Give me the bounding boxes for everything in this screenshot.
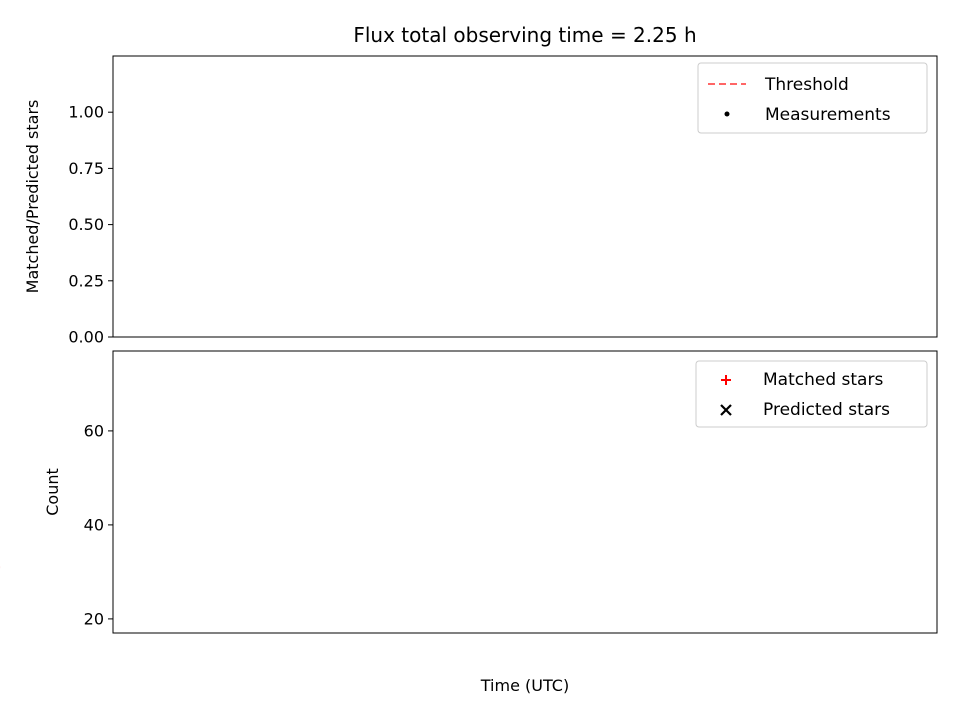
y-tick-label: 20 (84, 609, 104, 628)
marker-stroke (720, 404, 732, 416)
top-legend: Threshold Measurements (697, 62, 928, 134)
y-tick-label: 0.25 (68, 271, 104, 290)
top-y-axis-ticks: 0.00 0.25 0.50 0.75 1.00 (68, 103, 113, 347)
top-legend-box (697, 62, 928, 134)
legend-matched-swatch (721, 375, 731, 385)
legend-threshold-label: Threshold (764, 75, 849, 95)
legend-measurements-label: Measurements (765, 105, 891, 125)
bottom-y-axis-ticks: 20 40 60 (84, 421, 113, 628)
bottom-legend: Matched stars Predicted stars (695, 360, 928, 428)
legend-x-marker (720, 404, 732, 416)
y-tick-label: 40 (84, 515, 104, 534)
top-axes-frame (112, 55, 938, 338)
legend-matched-label: Matched stars (763, 370, 883, 390)
legend-predicted-label: Predicted stars (763, 400, 890, 420)
bottom-y-axis-label: Count (43, 468, 62, 516)
y-tick-label: 1.00 (68, 103, 104, 122)
y-tick-label: 60 (84, 421, 104, 440)
legend-plus-marker (721, 375, 731, 385)
figure-title: Flux total observing time = 2.25 h (353, 23, 696, 47)
y-tick-label: 0.00 (68, 328, 104, 347)
top-panel: 0.00 0.25 0.50 0.75 1.00 Matched/Predicted s… (23, 55, 938, 347)
y-tick-label: 0.75 (68, 159, 104, 178)
bottom-x-axis-label: Time (UTC) (480, 676, 569, 695)
legend-predicted-swatch (720, 404, 732, 416)
y-tick-label: 0.50 (68, 215, 104, 234)
bottom-axes-frame (112, 350, 938, 634)
bottom-legend-box (695, 360, 928, 428)
legend-measurements-swatch (724, 111, 730, 117)
top-y-axis-label: Matched/Predicted stars (23, 100, 42, 294)
